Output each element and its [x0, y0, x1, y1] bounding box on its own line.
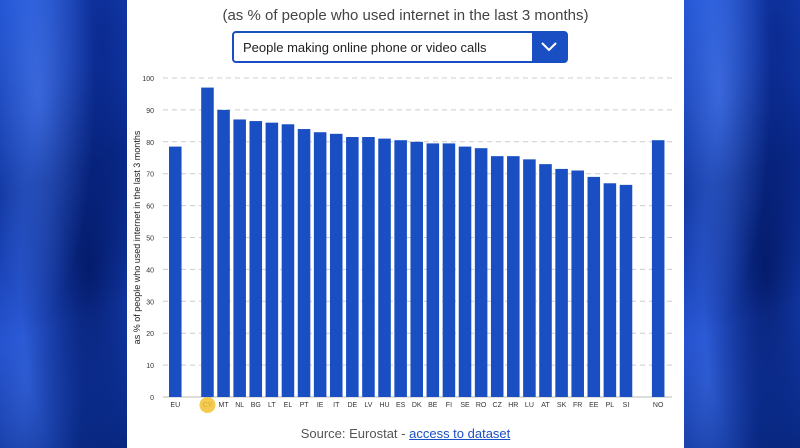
x-tick-label: ES [396, 402, 406, 409]
bar-eu [169, 146, 182, 397]
y-tick-label: 30 [146, 299, 154, 306]
x-tick-label: BE [428, 402, 438, 409]
bar-sk [555, 168, 568, 397]
bar-lt [265, 122, 279, 397]
x-tick-label: CZ [493, 402, 503, 409]
x-tick-label: EE [589, 402, 599, 409]
bar-cz [490, 156, 504, 397]
bar-nl [233, 119, 246, 397]
bar-dk [410, 141, 424, 397]
x-tick-label: IE [317, 402, 324, 409]
source-text: Source: Eurostat - [300, 426, 410, 441]
x-tick-label: LV [364, 402, 372, 409]
x-tick-label: RO [476, 402, 487, 409]
background-left [0, 0, 127, 448]
x-tick-label: IT [333, 402, 340, 409]
bar-bg [249, 121, 263, 397]
background-right [684, 0, 800, 448]
dataset-link[interactable]: access to dataset [409, 426, 511, 441]
bar-ie [313, 132, 327, 397]
x-tick-label: MT [219, 402, 230, 409]
chevron-down-icon [541, 42, 557, 52]
x-tick-label: FR [573, 402, 582, 409]
x-tick-label: EL [284, 402, 293, 409]
y-axis-title: as % of people who used internet in the … [132, 130, 142, 344]
cursor-highlight-icon [199, 397, 216, 413]
chart-subtitle: (as % of people who used internet in the… [222, 7, 589, 24]
x-tick-label: DK [412, 402, 422, 409]
bar-chart: 0 10 20 30 40 50 60 70 80 90 100 as % of people who… [132, 76, 672, 413]
y-tick-label: 60 [146, 204, 154, 211]
dropdown-toggle-button[interactable] [532, 33, 566, 61]
bar-hu [378, 138, 391, 398]
x-tick-label: PT [300, 402, 310, 409]
x-tick-label: SI [623, 402, 630, 409]
y-tick-label: 80 [146, 140, 154, 147]
bar-se [458, 146, 472, 397]
x-tick-label: EU [170, 402, 180, 409]
x-tick-label: LU [525, 402, 534, 409]
bar-it [329, 133, 343, 397]
bar-es [394, 140, 407, 397]
bar-fr [571, 170, 584, 397]
bar-el [281, 124, 295, 397]
y-tick-label: 20 [146, 331, 154, 338]
indicator-dropdown-value: People making online phone or video call… [243, 40, 487, 55]
bar-si [619, 184, 633, 397]
bar-pt [297, 129, 311, 397]
bar-ro [474, 148, 488, 397]
bar-no [651, 140, 665, 397]
indicator-dropdown[interactable]: People making online phone or video call… [232, 31, 568, 63]
bar-mt [217, 109, 230, 398]
bar-cy [201, 87, 214, 397]
x-tick-label: NO [653, 402, 664, 409]
y-tick-label: 50 [146, 236, 154, 243]
source-line: Source: Eurostat - access to dataset [127, 426, 684, 441]
x-tick-label: FI [446, 402, 452, 409]
x-tick-label: PL [606, 402, 615, 409]
bar-pl [603, 183, 617, 397]
x-tick-label: HU [379, 402, 389, 409]
x-tick-label: BG [251, 402, 261, 409]
y-tick-label: 90 [146, 108, 154, 115]
bar-at [539, 164, 552, 397]
y-tick-label: 100 [142, 76, 154, 83]
y-tick-label: 10 [146, 363, 154, 370]
x-tick-label: SK [557, 402, 567, 409]
x-tick-label: DE [347, 402, 357, 409]
x-tick-label: LT [268, 402, 276, 409]
chart-panel: (as % of people who used internet in the… [127, 0, 684, 448]
x-tick-label: SE [460, 402, 470, 409]
bar-lu [523, 159, 536, 397]
x-tick-label: HR [508, 402, 518, 409]
bar-hr [507, 156, 520, 397]
y-tick-label: 0 [150, 395, 154, 402]
bar-lv [362, 137, 375, 397]
bar-ee [587, 176, 601, 397]
y-tick-label: 40 [146, 267, 154, 274]
bar-fi [442, 143, 456, 397]
bar-de [346, 137, 359, 397]
x-tick-label: NL [235, 402, 244, 409]
y-tick-label: 70 [146, 172, 154, 179]
x-tick-label: AT [541, 402, 550, 409]
bar-be [426, 143, 440, 397]
